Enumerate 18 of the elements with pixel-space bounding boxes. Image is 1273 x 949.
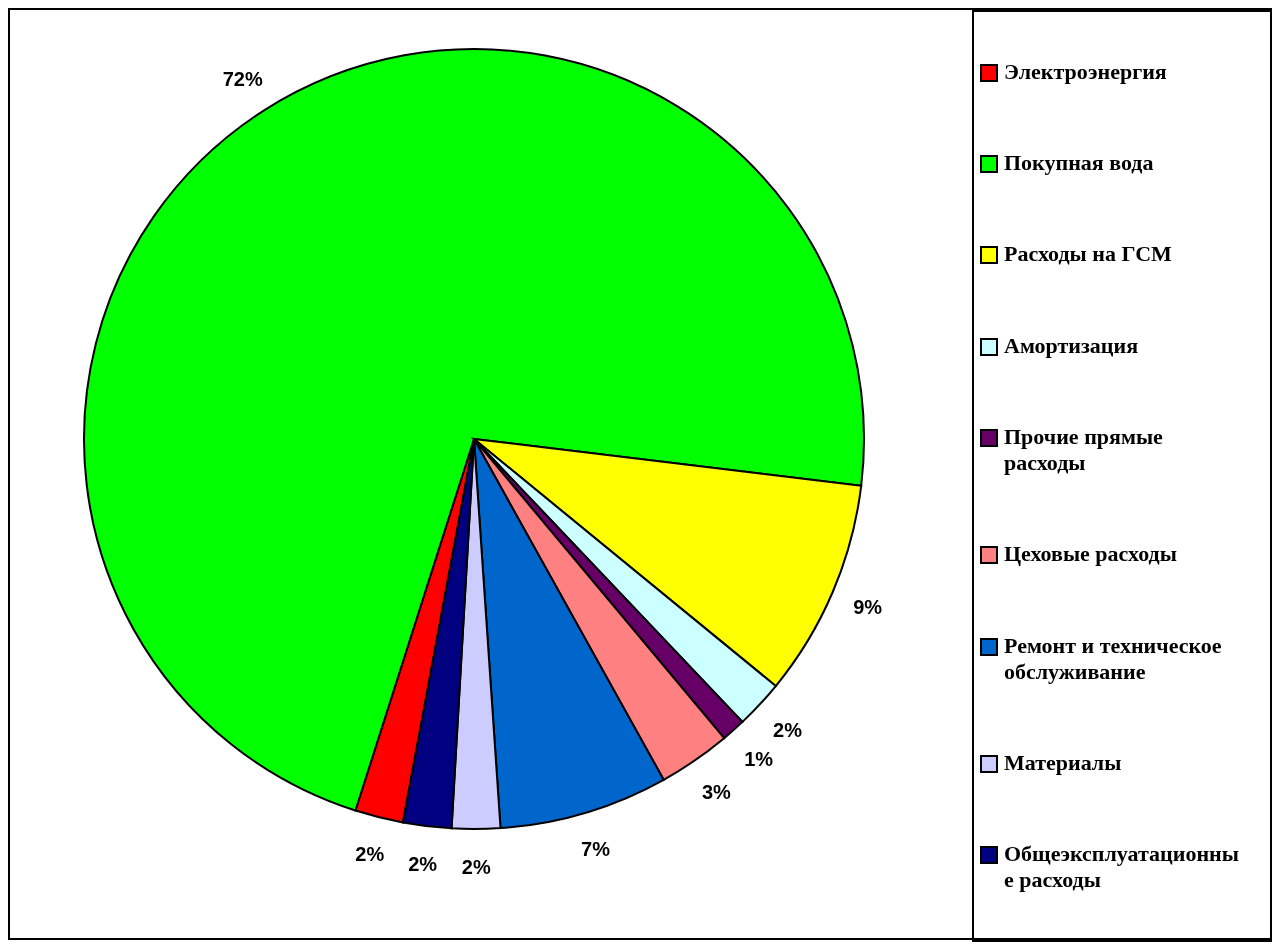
legend-label: Общеэксплуатационные расходы [1004,841,1240,894]
data-label: 7% [581,838,611,861]
legend-label: Расходы на ГСМ [1004,241,1173,268]
data-label: 72% [222,67,264,90]
data-label: 3% [701,780,732,803]
legend-label: Прочие прямые расходы [1004,423,1164,476]
data-label: 2% [408,852,438,875]
legend-label: Амортизация [1004,332,1140,359]
data-label: 9% [853,595,883,618]
data-label: 2% [773,719,803,742]
data-label: 1% [744,747,774,770]
data-label: 2% [355,843,385,866]
legend-label: Материалы [1004,749,1123,776]
legend-label: Покупная вода [1004,149,1155,176]
legend-label: Ремонт и техническое обслуживание [1004,632,1223,685]
legend-label: Цеховые расходы [1004,541,1178,568]
legend-label: Электроэнергия [1004,58,1168,85]
data-label: 2% [461,855,491,878]
